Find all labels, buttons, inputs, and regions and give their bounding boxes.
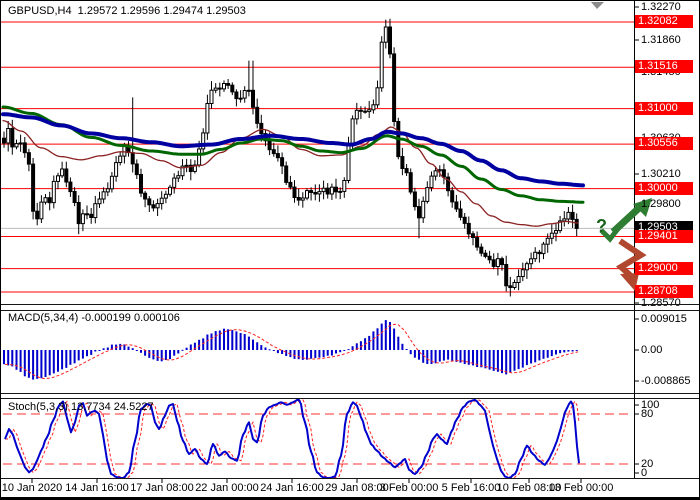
chart-shift-marker-icon[interactable] [591, 2, 604, 9]
price-level-badge: 1.29401 [635, 230, 693, 243]
question-mark-annotation[interactable]: ? [596, 216, 607, 236]
price-level-badge: 1.31516 [635, 60, 693, 73]
price-tick-label: 1.31860 [641, 34, 681, 46]
panel-divider[interactable] [1, 393, 699, 394]
macd-scale-label: -0.008865 [641, 375, 691, 387]
chart-title-ohlc: GBPUSD,H4 1.29572 1.29596 1.29474 1.2950… [8, 5, 246, 17]
panel-divider[interactable] [1, 478, 699, 479]
time-tick-label: 17 Jan 08:00 [130, 482, 194, 494]
time-tick-label: 3 Feb 00:00 [379, 482, 439, 494]
price-level-badge: 1.28708 [635, 285, 693, 298]
time-tick-label: 13 Feb 00:00 [548, 482, 614, 494]
macd-scale-label: 0.00 [641, 344, 663, 356]
macd-scale-label: 0.009015 [641, 313, 687, 325]
stoch-scale-label: 0 [641, 467, 648, 479]
panel-divider[interactable] [1, 304, 699, 305]
time-tick-label: 10 Feb 08:00 [496, 482, 562, 494]
panel-divider[interactable] [1, 398, 699, 399]
price-tick-label: 1.29800 [641, 198, 681, 210]
time-tick-label: 10 Jan 2020 [1, 482, 63, 494]
time-axis[interactable]: 10 Jan 2020 14 Jan 16:00 17 Jan 08:00 22 Ja… [1, 482, 699, 498]
time-tick-label: 5 Feb 16:00 [441, 482, 501, 494]
up-arrow-head-icon[interactable] [633, 198, 652, 217]
stoch-indicator-label: Stoch(5,3,3) 13.7734 24.5227 [8, 401, 154, 413]
stoch-scale-label: 100 [641, 399, 660, 411]
price-axis[interactable]: 1.322701.318601.314501.306301.302101.298… [634, 1, 699, 479]
time-tick-label: 14 Jan 16:00 [65, 482, 129, 494]
time-tick-label: 22 Jan 00:00 [195, 482, 259, 494]
time-tick-label: 29 Jan 08:00 [325, 482, 389, 494]
price-level-badge: 1.30000 [635, 182, 693, 195]
price-level-badge: 1.30556 [635, 137, 693, 150]
window-bottom-edge [1, 497, 699, 499]
panel-divider[interactable] [1, 310, 699, 311]
time-tick-label: 24 Jan 16:00 [260, 482, 324, 494]
stoch-scale-label: 20 [641, 458, 654, 470]
price-tick-label: 1.32270 [641, 1, 681, 13]
stoch-scale-label: 80 [641, 408, 654, 420]
price-tick-label: 1.30210 [641, 168, 681, 180]
price-level-badge: 1.31000 [635, 102, 693, 115]
macd-indicator-label: MACD(5,34,4) -0.000199 0.000106 [8, 312, 180, 324]
price-tick-label: 1.28570 [641, 297, 681, 309]
up-arrow-annotation[interactable] [610, 205, 642, 235]
price-level-badge: 1.32082 [635, 15, 693, 28]
down-arrow-head-icon[interactable] [620, 273, 639, 291]
down-arrow-annotation[interactable] [615, 238, 647, 279]
price-level-badge: 1.29000 [635, 262, 693, 275]
